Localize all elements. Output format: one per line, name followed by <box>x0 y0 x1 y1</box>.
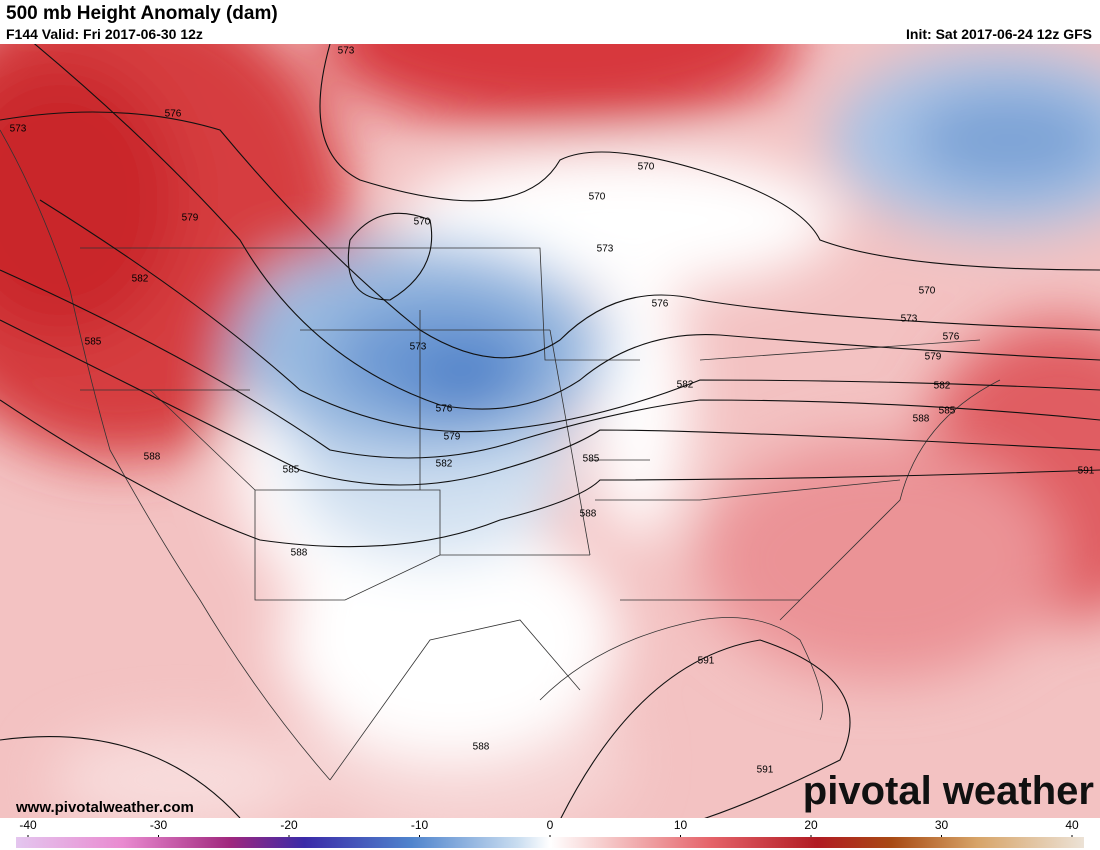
contour-label: 588 <box>473 742 490 753</box>
contour-label: 591 <box>1078 466 1095 477</box>
contour-label: 579 <box>182 213 199 224</box>
contour-label: 570 <box>638 162 655 173</box>
contour-label: 573 <box>410 342 427 353</box>
contour-label: 585 <box>939 406 956 417</box>
contour-label: 591 <box>698 656 715 667</box>
contour-label: 573 <box>901 314 918 325</box>
borders <box>0 129 1001 781</box>
contour-label: 573 <box>597 244 614 255</box>
contour-label: 582 <box>132 274 149 285</box>
contour-label: 585 <box>583 454 600 465</box>
colorbar-ticks: -40 -30 -20 -10 0 10 20 30 40 <box>19 818 1079 837</box>
contour-label: 582 <box>677 380 694 391</box>
colorbar-tick-label: 40 <box>1065 818 1079 832</box>
contour-label: 579 <box>444 432 461 443</box>
contour-label: 585 <box>283 465 300 476</box>
contour-label: 582 <box>934 381 951 392</box>
contour-label: 576 <box>165 109 182 120</box>
contour-label: 570 <box>919 286 936 297</box>
contour-label: 591 <box>757 765 774 776</box>
colorbar-tick-label: -40 <box>19 818 37 832</box>
colorbar-tick-label: 20 <box>804 818 818 832</box>
height-contours <box>0 44 1100 818</box>
colorbar-tick-label: -30 <box>150 818 168 832</box>
contour-label: 570 <box>589 192 606 203</box>
contour-label: 588 <box>913 414 930 425</box>
contour-label: 570 <box>414 217 431 228</box>
map-title: 500 mb Height Anomaly (dam) <box>6 3 278 24</box>
website: www.pivotalweather.com <box>15 799 194 816</box>
contour-labels: 5735735765795825855885855885705705705735… <box>10 46 1095 776</box>
logo: pivotal weather <box>803 769 1094 813</box>
init-time: Init: Sat 2017-06-24 12z GFS <box>906 26 1092 42</box>
colorbar-tick-label: -10 <box>411 818 429 832</box>
colorbar-tick-label: 30 <box>935 818 949 832</box>
colorbar <box>16 837 1084 848</box>
colorbar-tick-label: -20 <box>280 818 298 832</box>
contour-label: 573 <box>338 46 355 57</box>
contour-label: 588 <box>580 509 597 520</box>
colorbar-tick-label: 10 <box>674 818 688 832</box>
contour-label: 576 <box>436 404 453 415</box>
contour-label: 588 <box>291 548 308 559</box>
valid-time: F144 Valid: Fri 2017-06-30 12z <box>6 26 203 42</box>
contour-label: 573 <box>10 124 27 135</box>
contour-label: 579 <box>925 352 942 363</box>
contour-label: 576 <box>652 299 669 310</box>
contour-label: 588 <box>144 452 161 463</box>
contour-label: 576 <box>943 332 960 343</box>
colorbar-tick-label: 0 <box>547 818 554 832</box>
contour-label: 585 <box>85 337 102 348</box>
contour-label: 582 <box>436 459 453 470</box>
